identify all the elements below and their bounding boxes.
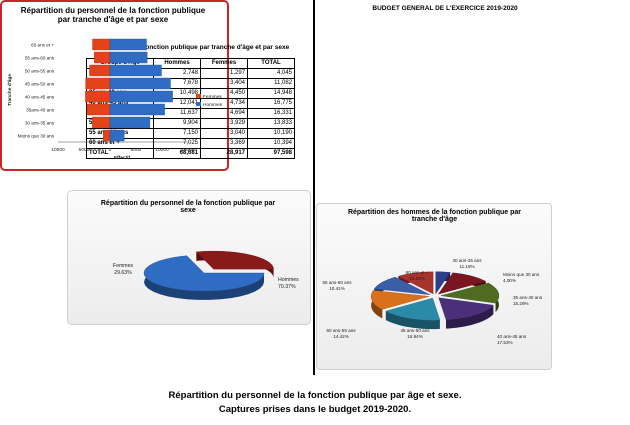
pyramid-bar-femmes <box>92 116 111 129</box>
age-pie-value: 10.23% <box>409 276 425 281</box>
table-cell: 4,045 <box>247 68 295 79</box>
age-pie-slice <box>397 271 434 295</box>
pyramid-bar-hommes <box>109 77 171 90</box>
sex-pie-label: Femmes <box>113 263 134 269</box>
age-pyramid-panel: Répartition du personnel de la fonction … <box>0 0 229 171</box>
age-pie-slice-side <box>446 305 494 329</box>
table-cell: 10,190 <box>247 128 295 139</box>
age-pyramid-chart: Moins que 30 ans 30 ans-35 ans 35ans-40 an… <box>7 38 223 161</box>
age-pie-slice <box>437 272 487 295</box>
age-pie-slice <box>438 297 494 320</box>
table-cell: 97,598 <box>247 148 295 159</box>
age-pie-label: 50 ans-55 ans <box>326 328 356 333</box>
men-age-pie-title: Répartition des hommes de la fonction pu… <box>347 209 522 223</box>
age-pie-slice-side <box>371 290 383 319</box>
age-pie-slice-side <box>385 311 440 330</box>
pyramid-bar-femmes <box>85 90 111 103</box>
pyramid-category-label: 40 ans-45 ans <box>25 94 55 99</box>
pyramid-bar-femmes <box>103 129 111 142</box>
pyramid-bar-femmes <box>92 38 111 51</box>
pyramid-category-label: Moins que 30 ans <box>18 133 55 138</box>
pyramid-category-label: 45 ans-50 ans <box>25 81 55 86</box>
age-pie-label: 40 ans-45 ans <box>497 334 527 339</box>
table-cell: 11,082 <box>247 78 295 89</box>
table-header-cell: TOTAL <box>247 58 295 69</box>
pyramid-x-tick: 15000 <box>181 147 195 153</box>
age-pie-slice <box>373 276 431 295</box>
pyramid-bar-hommes <box>109 38 147 51</box>
table-cell: 10,394 <box>247 138 295 149</box>
pyramid-bar-femmes <box>94 51 111 64</box>
table-cell: 13,833 <box>247 118 295 129</box>
sex-pie-title: Répartition du personnel de la fonction … <box>100 200 276 214</box>
age-pie-value: 14.42% <box>333 334 349 339</box>
table-title: Effectif de la fonction publique par tra… <box>102 44 290 51</box>
pyramid-bar-hommes <box>109 90 173 103</box>
pyramid-bar-hommes <box>109 51 148 64</box>
pyramid-category-label: 35ans-40 ans <box>26 107 55 112</box>
legend-swatch <box>196 94 201 98</box>
pyramid-y-label: Tranche d'âge <box>7 74 13 106</box>
age-pie-value: 4.00% <box>503 278 516 283</box>
age-pie-value: 16.94% <box>407 334 423 339</box>
pyramid-category-label: 50 ans-55 ans <box>25 68 55 73</box>
figure-caption: Répartition du personnel de la fonction … <box>0 389 630 417</box>
age-pie-value: 15.29% <box>513 301 529 306</box>
age-pie-value: 11.18% <box>459 264 474 269</box>
pyramid-category-label: 60 ans et + <box>31 42 54 47</box>
caption-line-2: Captures prises dans le budget 2019-2020… <box>218 404 412 415</box>
men-age-pie-panel: Répartition des hommes de la fonction pu… <box>316 203 552 370</box>
sex-pie-slice <box>195 250 274 270</box>
age-pie-slice <box>370 290 430 310</box>
sex-pie-panel: Répartition du personnel de la fonction … <box>67 190 311 325</box>
table-cell: 16,331 <box>247 108 295 119</box>
pyramid-bar-femmes <box>89 64 111 77</box>
pyramid-x-label: Effectif <box>114 155 131 161</box>
pyramid-bar-femmes <box>86 103 111 116</box>
sex-pie-slice-side <box>144 255 264 300</box>
sex-pie-slice <box>143 255 265 292</box>
pyramid-bar-hommes <box>109 64 162 77</box>
sex-pie-label: Hommes <box>278 277 299 283</box>
pyramid-x-tick: 10000 <box>155 147 169 153</box>
pyramid-x-tick: 5000 <box>131 147 142 153</box>
pyramid-title: Répartition du personnel de la fonction … <box>20 6 206 24</box>
pyramid-category-label: 30 ans-35 ans <box>25 120 55 125</box>
table-cell: 14,948 <box>247 88 295 99</box>
age-pie-label: 60 ans et + <box>406 270 429 275</box>
legend-label: Hommes <box>203 102 223 108</box>
age-pie-value: 10.41% <box>329 286 345 291</box>
age-pie-slice <box>440 282 500 304</box>
age-pie-label: 55 ans-60 ans <box>322 280 352 285</box>
legend-label: Femmes <box>203 94 222 100</box>
pyramid-category-label: 55 ans-60 ans <box>25 55 55 60</box>
table-total-row: TOTAL 68,681 28,917 97,598 <box>86 148 295 159</box>
caption-line-1: Répartition du personnel de la fonction … <box>168 390 462 401</box>
budget-title: BUDGET GENERAL DE L'EXERCICE 2019-2020 <box>372 5 518 12</box>
pyramid-x-tick: 10000 <box>51 147 65 153</box>
age-pie-label: 45 ans-50 ans <box>400 328 430 333</box>
age-pie-value: 17.53% <box>497 340 513 345</box>
age-pie-label: 35 ans-40 ans <box>513 295 543 300</box>
age-pie-slice <box>385 297 441 321</box>
age-pie-label: 30 ans-35 ans <box>452 258 482 263</box>
pyramid-bar-hommes <box>109 103 165 116</box>
column-divider <box>313 0 315 375</box>
age-pie-slice <box>435 271 451 295</box>
pyramid-x-tick: 5000 <box>79 147 90 153</box>
sex-pie-value: 29.63% <box>114 270 132 276</box>
pyramid-x-tick: 0 <box>109 147 112 153</box>
age-pie-label: Moins que 30 ans <box>503 272 540 277</box>
pyramid-bar-hommes <box>109 129 125 142</box>
pyramid-bar-femmes <box>85 77 111 90</box>
legend-swatch <box>196 102 201 106</box>
sex-pie-value: 70.37% <box>278 284 296 290</box>
pyramid-bar-hommes <box>109 116 151 129</box>
table-cell: 16,775 <box>247 98 295 109</box>
